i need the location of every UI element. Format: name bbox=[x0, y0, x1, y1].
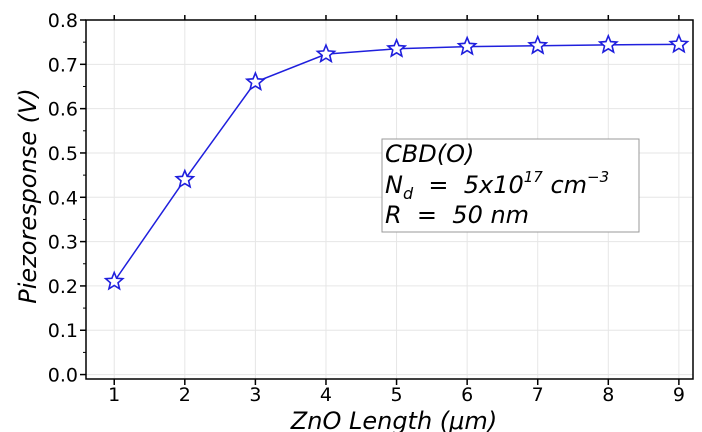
data-point-star bbox=[385, 37, 408, 58]
x-tick-label: 1 bbox=[108, 384, 120, 406]
data-point-star bbox=[174, 168, 196, 189]
annotation-box: CBD(O) Nd = 5x1017 cm−3 R = 50 nm bbox=[381, 138, 640, 233]
x-tick-label: 2 bbox=[179, 384, 191, 406]
plot-frame bbox=[85, 19, 694, 380]
x-tick-label: 8 bbox=[602, 384, 614, 406]
x-tick-label: 5 bbox=[391, 384, 403, 406]
data-point-star bbox=[456, 35, 478, 56]
y-tick-label: 0.6 bbox=[48, 99, 78, 121]
y-tick-label: 0.4 bbox=[48, 187, 78, 209]
y-tick-labels: 0.0 0.1 0.2 0.3 0.4 0.5 0.6 0.7 0.8 bbox=[48, 10, 78, 387]
x-axis-label: ZnO Length (μm) bbox=[290, 407, 497, 432]
data-point-star bbox=[244, 70, 266, 92]
y-tick-label: 0.2 bbox=[48, 276, 78, 298]
x-tick-label: 6 bbox=[461, 384, 473, 406]
y-tick-label: 0.8 bbox=[48, 10, 78, 32]
data-point-star bbox=[668, 33, 690, 54]
y-axis-label: Piezoresponse (V) bbox=[14, 88, 42, 304]
axis-ticks bbox=[80, 15, 680, 385]
x-tick-labels: 1 2 3 4 5 6 7 8 9 bbox=[108, 384, 685, 406]
y-tick-label: 0.1 bbox=[48, 320, 78, 342]
y-tick-label: 0.5 bbox=[48, 143, 78, 165]
data-point-star bbox=[527, 34, 549, 55]
data-point-star bbox=[103, 270, 125, 291]
y-tick-label: 0.7 bbox=[48, 54, 78, 76]
y-tick-label: 0.0 bbox=[48, 365, 78, 387]
x-tick-label: 7 bbox=[532, 384, 544, 406]
annotation-line-1: CBD(O) bbox=[385, 140, 474, 168]
annotation-line-3: R = 50 nm bbox=[385, 201, 529, 229]
x-tick-label: 9 bbox=[673, 384, 685, 406]
x-tick-label: 4 bbox=[320, 384, 332, 406]
x-tick-label: 3 bbox=[249, 384, 261, 406]
data-point-star bbox=[315, 43, 337, 64]
y-tick-label: 0.3 bbox=[48, 232, 78, 254]
annotation-line-2: Nd = 5x1017 cm−3 bbox=[385, 168, 609, 203]
data-point-star bbox=[597, 33, 619, 54]
data-points bbox=[103, 33, 690, 291]
